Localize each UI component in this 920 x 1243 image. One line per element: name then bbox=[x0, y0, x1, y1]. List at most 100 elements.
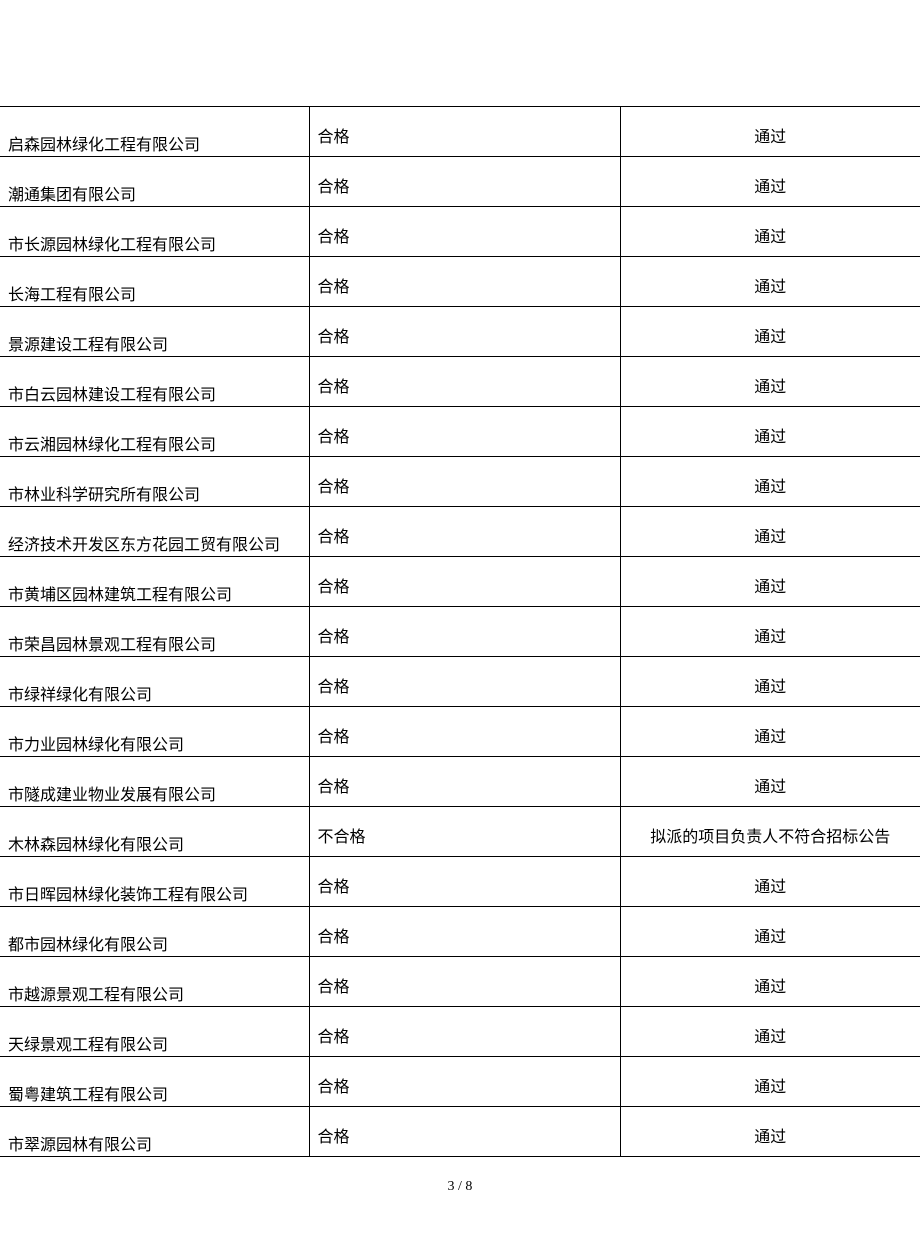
result-cell: 通过 bbox=[620, 957, 920, 1007]
status-text: 合格 bbox=[310, 367, 620, 397]
status-text: 合格 bbox=[310, 1067, 620, 1097]
result-text: 通过 bbox=[621, 917, 920, 947]
result-cell: 通过 bbox=[620, 857, 920, 907]
table-row: 启森园林绿化工程有限公司合格通过 bbox=[0, 107, 920, 157]
table-row: 木林森园林绿化有限公司不合格拟派的项目负责人不符合招标公告 bbox=[0, 807, 920, 857]
status-text: 合格 bbox=[310, 967, 620, 997]
status-cell: 合格 bbox=[309, 607, 620, 657]
status-text: 合格 bbox=[310, 417, 620, 447]
status-cell: 合格 bbox=[309, 1107, 620, 1157]
table-row: 市翠源园林有限公司合格通过 bbox=[0, 1107, 920, 1157]
status-text: 合格 bbox=[310, 317, 620, 347]
company-name-text: 市长源园林绿化工程有限公司 bbox=[0, 209, 309, 255]
table-row: 长海工程有限公司合格通过 bbox=[0, 257, 920, 307]
result-cell: 通过 bbox=[620, 307, 920, 357]
company-name-cell: 蜀粤建筑工程有限公司 bbox=[0, 1057, 309, 1107]
result-cell: 通过 bbox=[620, 107, 920, 157]
status-cell: 合格 bbox=[309, 207, 620, 257]
status-text: 合格 bbox=[310, 167, 620, 197]
result-text: 通过 bbox=[621, 617, 920, 647]
company-name-text: 市白云园林建设工程有限公司 bbox=[0, 359, 309, 405]
result-text: 通过 bbox=[621, 1017, 920, 1047]
status-cell: 不合格 bbox=[309, 807, 620, 857]
data-table-container: 启森园林绿化工程有限公司合格通过潮通集团有限公司合格通过市长源园林绿化工程有限公… bbox=[0, 106, 920, 1157]
table-row: 市白云园林建设工程有限公司合格通过 bbox=[0, 357, 920, 407]
status-cell: 合格 bbox=[309, 857, 620, 907]
company-name-text: 市隧成建业物业发展有限公司 bbox=[0, 759, 309, 805]
company-name-text: 市力业园林绿化有限公司 bbox=[0, 709, 309, 755]
company-name-cell: 市日晖园林绿化装饰工程有限公司 bbox=[0, 857, 309, 907]
result-text: 通过 bbox=[621, 867, 920, 897]
table-row: 潮通集团有限公司合格通过 bbox=[0, 157, 920, 207]
company-name-cell: 市白云园林建设工程有限公司 bbox=[0, 357, 309, 407]
company-name-cell: 市林业科学研究所有限公司 bbox=[0, 457, 309, 507]
company-name-text: 经济技术开发区东方花园工贸有限公司 bbox=[0, 509, 309, 555]
company-name-cell: 都市园林绿化有限公司 bbox=[0, 907, 309, 957]
status-text: 合格 bbox=[310, 1117, 620, 1147]
company-name-text: 长海工程有限公司 bbox=[0, 259, 309, 305]
company-name-cell: 市隧成建业物业发展有限公司 bbox=[0, 757, 309, 807]
table-row: 都市园林绿化有限公司合格通过 bbox=[0, 907, 920, 957]
status-cell: 合格 bbox=[309, 1007, 620, 1057]
qualification-table: 启森园林绿化工程有限公司合格通过潮通集团有限公司合格通过市长源园林绿化工程有限公… bbox=[0, 106, 920, 1157]
company-name-text: 蜀粤建筑工程有限公司 bbox=[0, 1059, 309, 1105]
status-text: 合格 bbox=[310, 117, 620, 147]
result-cell: 通过 bbox=[620, 457, 920, 507]
result-text: 通过 bbox=[621, 417, 920, 447]
result-cell: 通过 bbox=[620, 707, 920, 757]
table-row: 蜀粤建筑工程有限公司合格通过 bbox=[0, 1057, 920, 1107]
status-cell: 合格 bbox=[309, 457, 620, 507]
status-cell: 合格 bbox=[309, 1057, 620, 1107]
table-row: 天绿景观工程有限公司合格通过 bbox=[0, 1007, 920, 1057]
result-cell: 拟派的项目负责人不符合招标公告 bbox=[620, 807, 920, 857]
result-text: 通过 bbox=[621, 217, 920, 247]
result-text: 通过 bbox=[621, 967, 920, 997]
table-row: 市长源园林绿化工程有限公司合格通过 bbox=[0, 207, 920, 257]
company-name-text: 景源建设工程有限公司 bbox=[0, 309, 309, 355]
result-cell: 通过 bbox=[620, 657, 920, 707]
company-name-text: 木林森园林绿化有限公司 bbox=[0, 809, 309, 855]
result-text: 通过 bbox=[621, 767, 920, 797]
table-row: 市绿祥绿化有限公司合格通过 bbox=[0, 657, 920, 707]
company-name-text: 潮通集团有限公司 bbox=[0, 159, 309, 205]
status-text: 合格 bbox=[310, 767, 620, 797]
status-text: 合格 bbox=[310, 717, 620, 747]
company-name-cell: 市越源景观工程有限公司 bbox=[0, 957, 309, 1007]
status-cell: 合格 bbox=[309, 257, 620, 307]
status-cell: 合格 bbox=[309, 507, 620, 557]
result-cell: 通过 bbox=[620, 207, 920, 257]
company-name-cell: 市云湘园林绿化工程有限公司 bbox=[0, 407, 309, 457]
status-text: 合格 bbox=[310, 1017, 620, 1047]
result-text: 通过 bbox=[621, 667, 920, 697]
result-cell: 通过 bbox=[620, 407, 920, 457]
company-name-cell: 市长源园林绿化工程有限公司 bbox=[0, 207, 309, 257]
result-cell: 通过 bbox=[620, 757, 920, 807]
company-name-cell: 市翠源园林有限公司 bbox=[0, 1107, 309, 1157]
result-cell: 通过 bbox=[620, 1107, 920, 1157]
status-cell: 合格 bbox=[309, 357, 620, 407]
result-cell: 通过 bbox=[620, 507, 920, 557]
company-name-cell: 市力业园林绿化有限公司 bbox=[0, 707, 309, 757]
result-text: 通过 bbox=[621, 717, 920, 747]
company-name-cell: 经济技术开发区东方花园工贸有限公司 bbox=[0, 507, 309, 557]
company-name-text: 市越源景观工程有限公司 bbox=[0, 959, 309, 1005]
result-cell: 通过 bbox=[620, 1057, 920, 1107]
result-cell: 通过 bbox=[620, 257, 920, 307]
status-text: 合格 bbox=[310, 267, 620, 297]
company-name-text: 市林业科学研究所有限公司 bbox=[0, 459, 309, 505]
status-text: 合格 bbox=[310, 467, 620, 497]
result-text: 通过 bbox=[621, 167, 920, 197]
table-row: 市荣昌园林景观工程有限公司合格通过 bbox=[0, 607, 920, 657]
company-name-text: 市日晖园林绿化装饰工程有限公司 bbox=[0, 859, 309, 905]
status-cell: 合格 bbox=[309, 557, 620, 607]
status-text: 合格 bbox=[310, 867, 620, 897]
result-text: 通过 bbox=[621, 517, 920, 547]
status-text: 合格 bbox=[310, 517, 620, 547]
company-name-cell: 长海工程有限公司 bbox=[0, 257, 309, 307]
company-name-cell: 市黄埔区园林建筑工程有限公司 bbox=[0, 557, 309, 607]
table-row: 市云湘园林绿化工程有限公司合格通过 bbox=[0, 407, 920, 457]
company-name-cell: 景源建设工程有限公司 bbox=[0, 307, 309, 357]
result-text: 通过 bbox=[621, 117, 920, 147]
table-row: 经济技术开发区东方花园工贸有限公司合格通过 bbox=[0, 507, 920, 557]
company-name-text: 市荣昌园林景观工程有限公司 bbox=[0, 609, 309, 655]
